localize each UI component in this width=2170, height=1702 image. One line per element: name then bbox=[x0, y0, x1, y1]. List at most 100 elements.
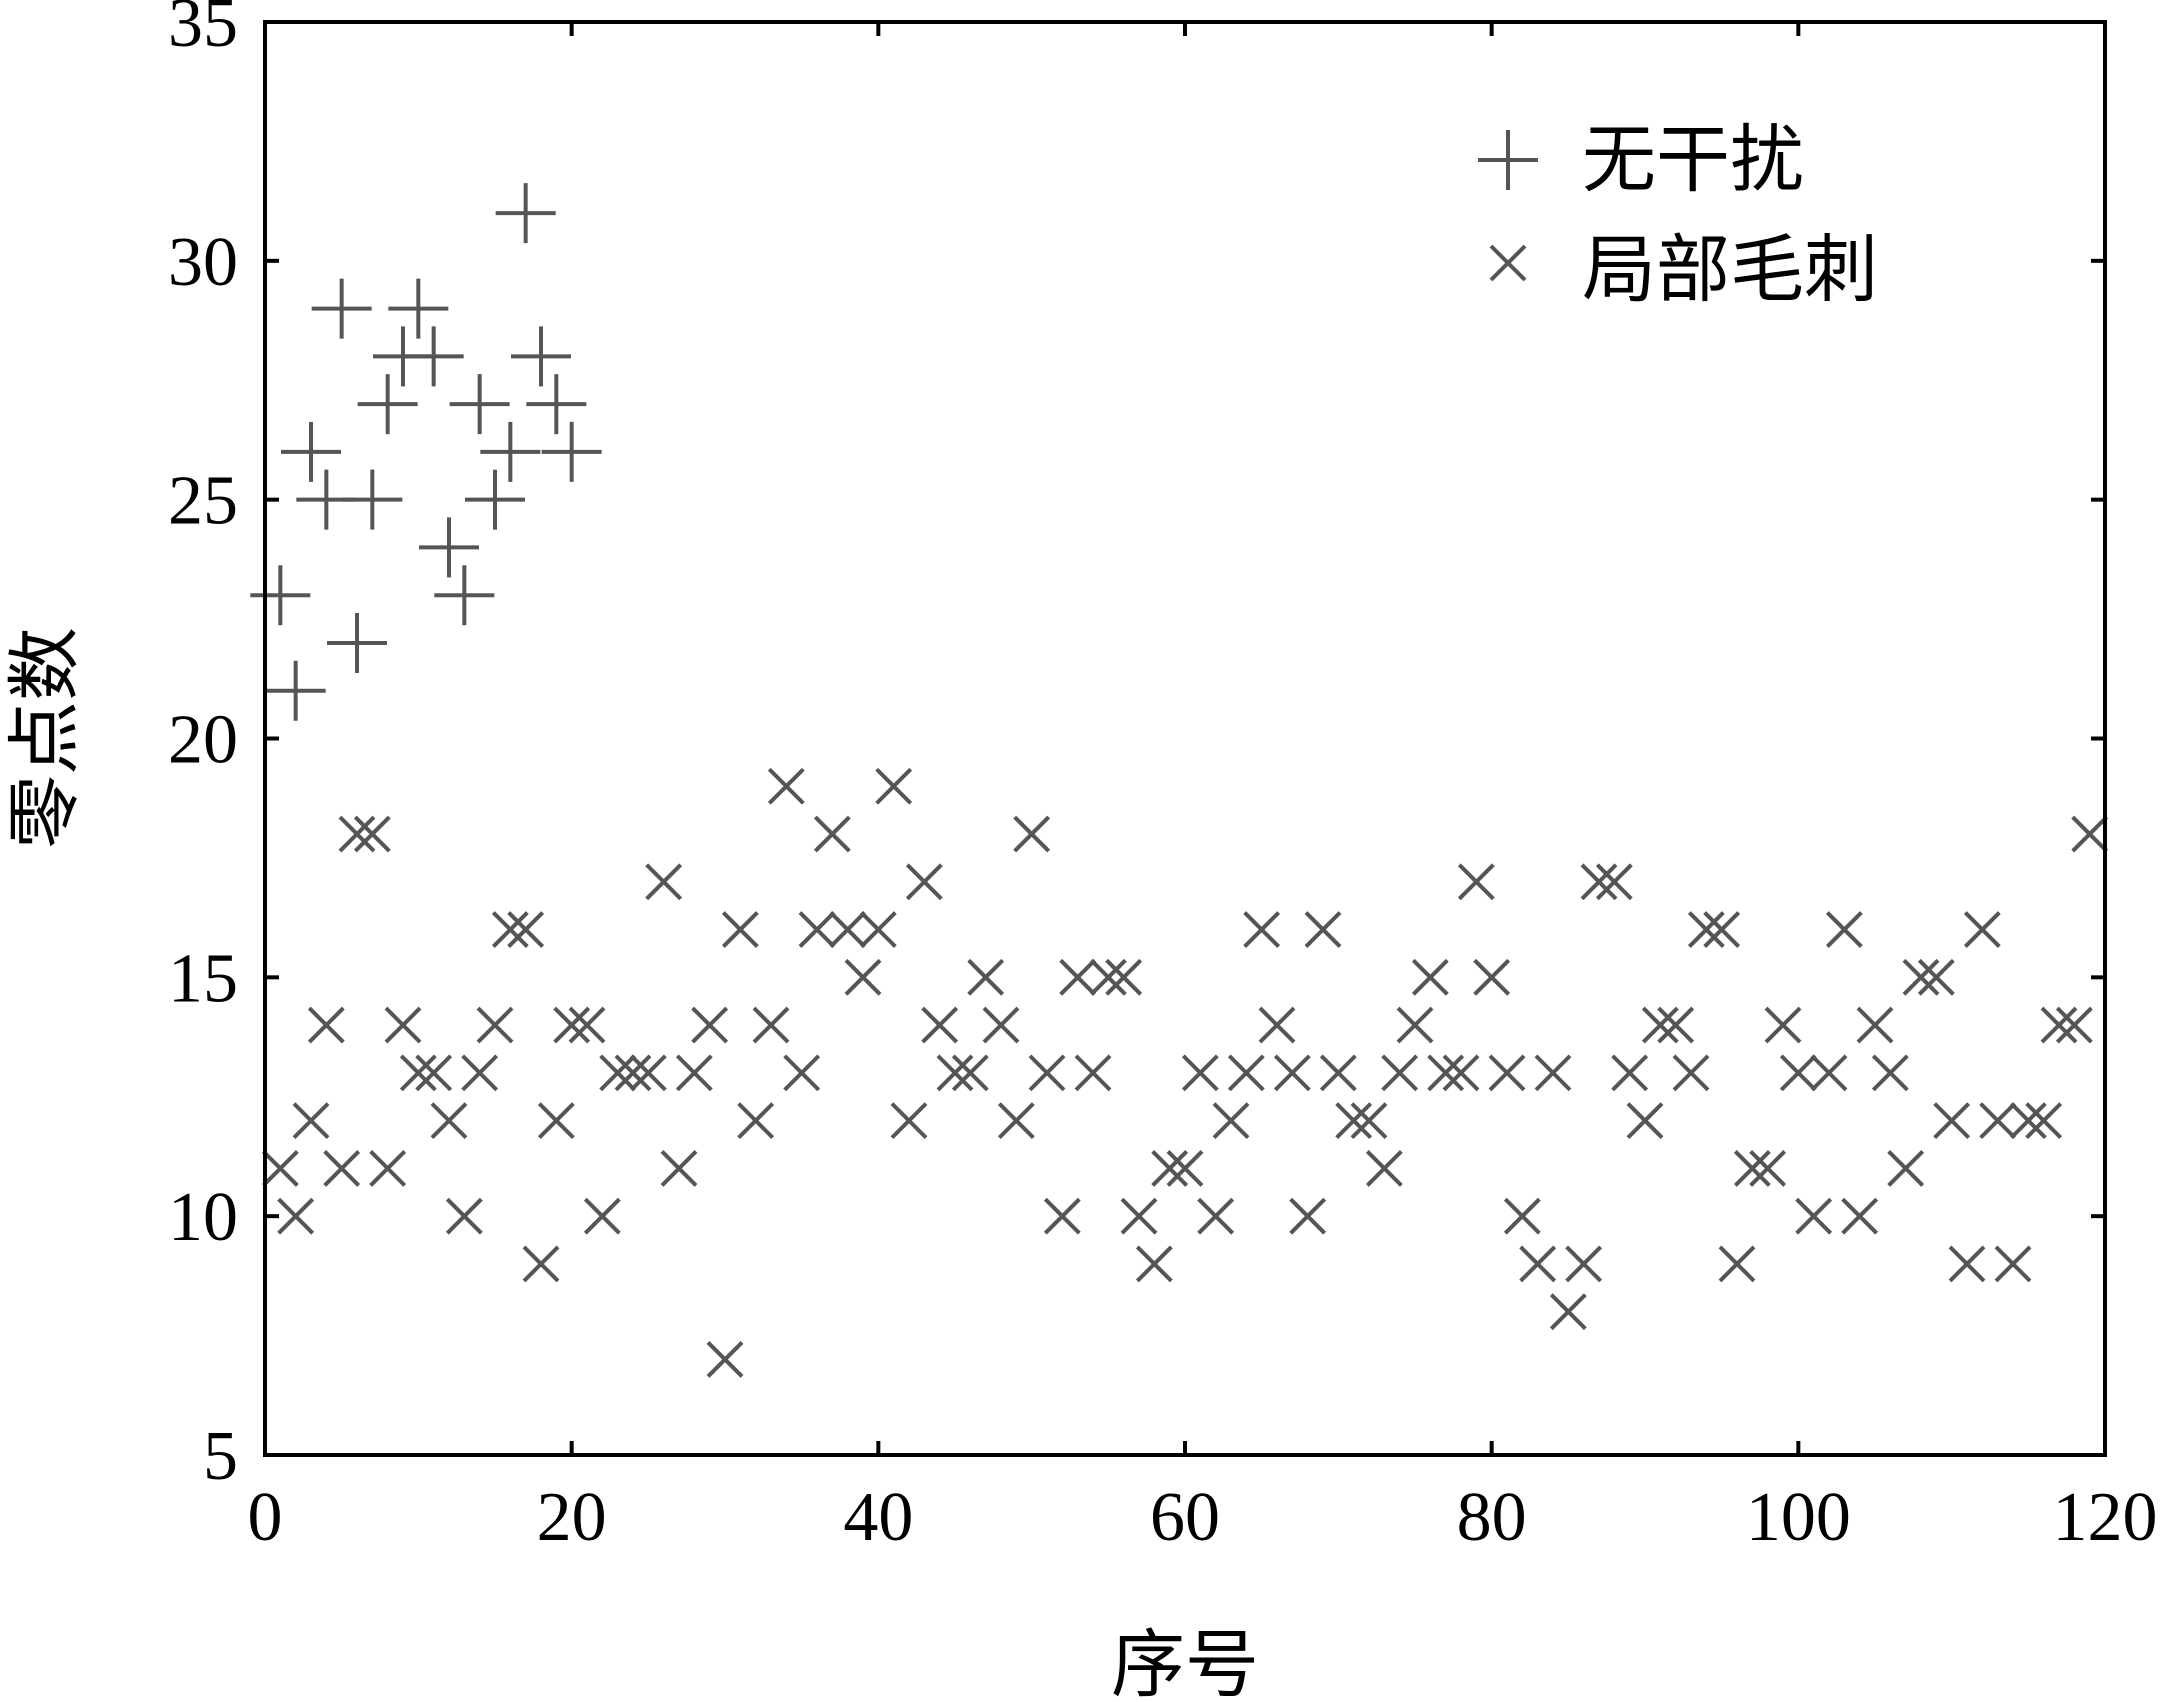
data-point-cross bbox=[1871, 1054, 1909, 1092]
data-point-cross bbox=[967, 958, 1005, 996]
data-point-cross bbox=[1994, 1245, 2032, 1283]
data-point-cross bbox=[706, 1341, 744, 1378]
data-point-cross bbox=[905, 863, 943, 901]
data-point-cross bbox=[568, 1006, 606, 1044]
data-point-cross bbox=[1795, 1197, 1833, 1235]
data-point-cross bbox=[1917, 958, 1955, 996]
data-point-plus bbox=[495, 183, 556, 244]
data-point-cross bbox=[1120, 1197, 1158, 1235]
data-point-cross bbox=[522, 1245, 560, 1283]
legend-label-series-0: 无干扰 bbox=[1582, 117, 1804, 203]
series-1-points bbox=[261, 767, 2109, 1378]
data-point-cross bbox=[1258, 1006, 1296, 1044]
data-point-cross bbox=[476, 1006, 514, 1044]
data-point-cross bbox=[1381, 1054, 1419, 1092]
y-tick-label: 25 bbox=[168, 463, 238, 540]
legend-plus-symbol bbox=[1478, 130, 1538, 190]
data-point-cross bbox=[415, 1054, 453, 1092]
data-point-cross bbox=[1534, 1054, 1572, 1092]
data-point-cross bbox=[1841, 1197, 1879, 1235]
data-point-cross bbox=[982, 1006, 1020, 1044]
data-point-cross bbox=[629, 1054, 667, 1092]
data-point-cross bbox=[1013, 815, 1051, 853]
data-point-plus bbox=[480, 421, 541, 482]
data-point-cross bbox=[1028, 1054, 1066, 1092]
data-point-cross bbox=[430, 1102, 468, 1140]
data-point-cross bbox=[1335, 1102, 1373, 1140]
data-point-cross bbox=[798, 911, 836, 948]
data-point-cross bbox=[1243, 911, 1281, 948]
data-point-cross bbox=[1197, 1197, 1235, 1235]
data-point-cross bbox=[660, 1149, 698, 1187]
y-tick-label: 35 bbox=[168, 0, 238, 62]
marks-layer bbox=[250, 183, 2109, 1378]
data-point-cross bbox=[1718, 1245, 1756, 1283]
data-point-cross bbox=[307, 1006, 345, 1044]
data-point-cross bbox=[353, 815, 391, 853]
data-point-cross bbox=[1657, 1006, 1695, 1044]
data-point-cross bbox=[461, 1054, 499, 1092]
legend-marker-cross bbox=[1489, 244, 1527, 282]
data-point-plus bbox=[449, 374, 510, 435]
y-tick-label: 15 bbox=[168, 940, 238, 1017]
data-point-cross bbox=[859, 911, 897, 948]
data-point-cross bbox=[737, 1102, 775, 1140]
data-point-cross bbox=[1856, 1006, 1894, 1044]
data-point-cross bbox=[921, 1006, 959, 1044]
data-point-cross bbox=[1779, 1054, 1817, 1092]
data-point-plus bbox=[327, 612, 387, 673]
data-point-cross bbox=[2025, 1102, 2063, 1140]
data-point-cross bbox=[844, 958, 882, 996]
data-point-cross bbox=[1105, 958, 1143, 996]
data-point-plus bbox=[541, 421, 602, 482]
data-point-cross bbox=[875, 767, 913, 805]
data-point-cross bbox=[767, 767, 805, 805]
data-point-cross bbox=[553, 1006, 591, 1044]
data-point-cross bbox=[1135, 1245, 1173, 1283]
data-point-cross bbox=[1350, 1102, 1388, 1140]
data-point-cross bbox=[1825, 911, 1863, 948]
data-point-cross bbox=[691, 1006, 729, 1044]
data-point-cross bbox=[675, 1054, 713, 1092]
x-tick-label: 120 bbox=[2053, 1479, 2158, 1556]
data-point-plus bbox=[311, 278, 372, 339]
data-point-cross bbox=[1764, 1006, 1802, 1044]
data-point-cross bbox=[721, 911, 759, 948]
data-point-cross bbox=[813, 815, 851, 853]
data-point-cross bbox=[2071, 815, 2109, 853]
data-point-cross bbox=[491, 911, 529, 948]
data-point-plus bbox=[403, 326, 464, 387]
x-axis-title: 序号 bbox=[1111, 1622, 1259, 1702]
series-0-points bbox=[250, 183, 602, 721]
legend-cross-symbol bbox=[1489, 244, 1527, 282]
data-point-cross bbox=[1672, 1054, 1710, 1092]
x-tick-label: 20 bbox=[537, 1479, 607, 1556]
data-point-cross bbox=[1519, 1245, 1557, 1283]
data-point-cross bbox=[338, 815, 376, 853]
data-point-cross bbox=[1212, 1102, 1250, 1140]
data-point-cross bbox=[1887, 1149, 1925, 1187]
data-point-cross bbox=[1151, 1149, 1189, 1187]
data-point-cross bbox=[2009, 1102, 2047, 1140]
y-tick-label: 5 bbox=[203, 1418, 238, 1495]
data-point-cross bbox=[1227, 1054, 1265, 1092]
data-point-cross bbox=[537, 1102, 575, 1140]
data-point-cross bbox=[783, 1054, 821, 1092]
data-point-cross bbox=[1166, 1149, 1204, 1187]
data-point-cross bbox=[1979, 1102, 2017, 1140]
data-point-cross bbox=[1595, 863, 1633, 901]
data-point-cross bbox=[1043, 1197, 1081, 1235]
data-point-cross bbox=[1319, 1054, 1357, 1092]
data-point-cross bbox=[1442, 1054, 1480, 1092]
data-point-cross bbox=[890, 1102, 928, 1140]
data-point-cross bbox=[261, 1149, 299, 1187]
data-point-cross bbox=[1396, 1006, 1434, 1044]
data-point-cross bbox=[1473, 958, 1511, 996]
data-point-plus bbox=[465, 469, 525, 530]
data-point-cross bbox=[507, 911, 545, 948]
data-point-plus bbox=[265, 660, 326, 721]
data-point-cross bbox=[1059, 958, 1097, 996]
data-point-cross bbox=[1427, 1054, 1465, 1092]
legend: 无干扰 局部毛刺 bbox=[1478, 117, 1878, 313]
